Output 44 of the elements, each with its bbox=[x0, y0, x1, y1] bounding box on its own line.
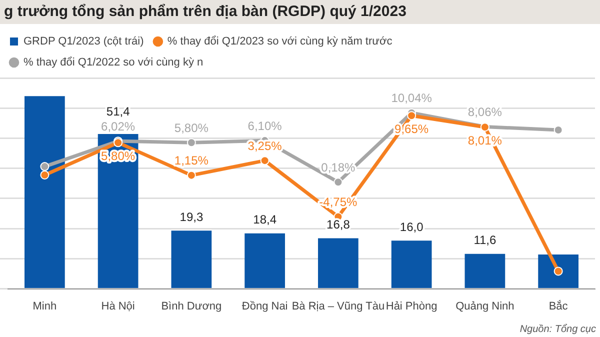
legend-label: % thay đổi Q1/2023 so với cùng kỳ năm trước bbox=[167, 36, 393, 48]
bar bbox=[24, 96, 65, 288]
data-label: 1,15% bbox=[174, 154, 209, 168]
data-label: 6,10% bbox=[248, 118, 282, 133]
point bbox=[334, 178, 343, 187]
bar bbox=[318, 238, 358, 288]
text: Nguồn: Tổng cục bbox=[520, 324, 596, 335]
x-tick-label: Bình Dương bbox=[161, 300, 222, 312]
data-label: 10,04% bbox=[391, 91, 432, 106]
point bbox=[554, 266, 563, 276]
x-tick-label: Minh bbox=[32, 300, 57, 312]
x-tick-label: Quảng Ninh bbox=[456, 300, 514, 312]
data-label: 3,25% bbox=[248, 138, 282, 153]
legend-label: % thay đổi Q1/2022 so với cùng kỳ n bbox=[24, 56, 204, 69]
data-label: 16,8 bbox=[326, 218, 350, 232]
bar bbox=[391, 240, 432, 288]
data-label: 16,0 bbox=[400, 220, 424, 234]
bar bbox=[244, 233, 285, 288]
chart-title: g trưởng tổng sản phẩm trên địa bàn (RGDP) quý 1/2023 bbox=[0, 0, 600, 24]
point bbox=[554, 126, 563, 134]
data-label: 19,3 bbox=[180, 210, 204, 224]
point bbox=[40, 162, 50, 172]
point bbox=[186, 170, 196, 180]
bar bbox=[464, 254, 506, 288]
data-label: 5,80% bbox=[101, 148, 136, 163]
point bbox=[186, 138, 196, 148]
bar bbox=[98, 134, 138, 288]
data-label: 6,02% bbox=[101, 119, 136, 134]
x-tick-label: Đồng Nai bbox=[242, 300, 288, 312]
data-label: 8,06% bbox=[468, 105, 502, 120]
data-label: 5,80% bbox=[174, 120, 209, 135]
x-tick-label: Hà Nội bbox=[101, 300, 135, 312]
legend-label: GRDP Q1/2023 (cột trái) bbox=[24, 36, 144, 48]
bar bbox=[171, 230, 212, 288]
bar bbox=[538, 254, 578, 288]
data-label: 18,4 bbox=[253, 212, 277, 227]
data-label: 11,6 bbox=[474, 233, 496, 248]
x-tick-label: Hải Phòng bbox=[386, 300, 438, 312]
data-label: 51,4 bbox=[106, 104, 130, 118]
point bbox=[260, 156, 270, 166]
x-tick-label: Bà Rịa – Vũng Tàu bbox=[292, 300, 385, 312]
point bbox=[407, 111, 416, 120]
x-tick-label: Bắc bbox=[548, 299, 568, 312]
point bbox=[40, 170, 50, 180]
